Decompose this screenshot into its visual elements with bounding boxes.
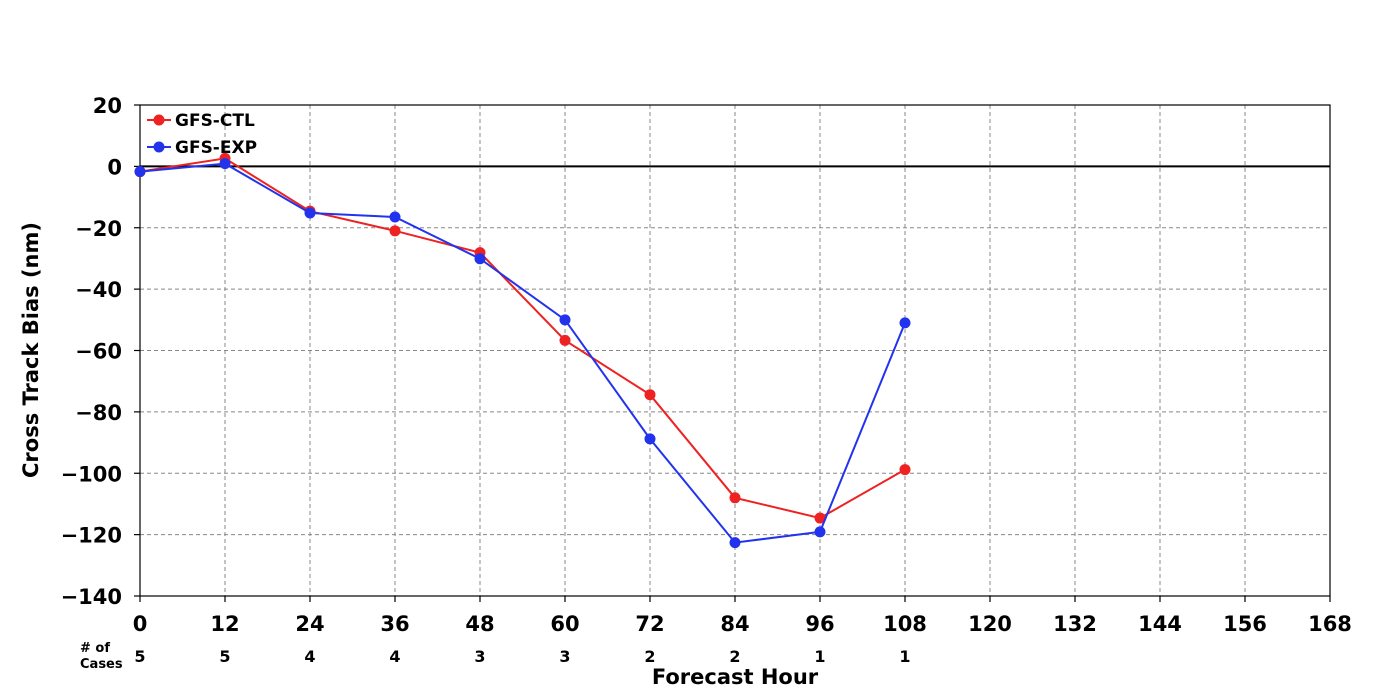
legend-swatch-marker-0	[153, 114, 165, 126]
case-count-3: 4	[389, 647, 400, 666]
data-point-1-6	[644, 433, 656, 445]
data-point-1-8	[814, 526, 826, 538]
y-tick-label-7: −120	[61, 524, 122, 548]
x-tick-label-8: 96	[805, 612, 834, 636]
grid-lines	[140, 105, 1330, 596]
data-point-0-9	[899, 464, 911, 476]
x-tick-label-11: 132	[1053, 612, 1097, 636]
y-tick-label-4: −60	[75, 340, 122, 364]
legend: GFS-CTL GFS-EXP	[147, 111, 257, 158]
case-count-8: 1	[814, 647, 825, 666]
data-point-1-5	[559, 314, 571, 326]
legend-item-1: GFS-EXP	[147, 138, 257, 158]
legend-swatch-marker-1	[153, 141, 165, 153]
x-tick-label-0: 0	[133, 612, 148, 636]
data-point-1-0	[134, 166, 146, 178]
y-tick-label-3: −40	[75, 278, 122, 302]
x-tick-label-12: 144	[1138, 612, 1182, 636]
series-lines	[134, 152, 911, 549]
case-count-5: 3	[559, 647, 570, 666]
x-axis-title: Forecast Hour	[652, 665, 819, 689]
case-count-4: 3	[474, 647, 485, 666]
x-tick-label-7: 84	[720, 612, 749, 636]
x-tick-label-1: 12	[210, 612, 239, 636]
series-gfs-ctl	[134, 152, 911, 524]
y-tick-label-0: 20	[93, 94, 122, 118]
case-count-0: 5	[134, 647, 145, 666]
x-axis-ticks: 0 12 24 36 48 60 72 84 96 108 120 132 144 156 168	[133, 596, 1352, 636]
data-point-0-5	[559, 334, 571, 346]
legend-label-0: GFS-CTL	[175, 111, 255, 131]
y-tick-label-6: −100	[61, 462, 122, 486]
series-gfs-exp	[134, 158, 911, 549]
x-tick-label-6: 72	[635, 612, 664, 636]
case-counts: # of Cases 5 5 4 4 3 3 2 2 1 1	[80, 641, 911, 672]
data-point-1-2	[304, 207, 316, 219]
case-count-1: 5	[219, 647, 230, 666]
x-tick-label-3: 36	[380, 612, 409, 636]
data-point-0-8	[814, 512, 826, 524]
x-tick-label-10: 120	[968, 612, 1012, 636]
cases-label-line1: # of	[80, 641, 110, 656]
case-count-9: 1	[899, 647, 910, 666]
legend-item-0: GFS-CTL	[147, 111, 255, 131]
series-line-0	[139, 157, 906, 520]
data-point-1-7	[729, 537, 741, 549]
case-count-6: 2	[644, 647, 655, 666]
series-line-1	[139, 162, 906, 544]
case-count-2: 4	[304, 647, 315, 666]
case-count-7: 2	[729, 647, 740, 666]
y-axis-ticks: 20 0 −20 −40 −60 −80 −100 −120 −140	[61, 94, 140, 609]
y-axis-title: Cross Track Bias (nm)	[19, 222, 43, 478]
y-tick-label-5: −80	[75, 401, 122, 425]
data-point-1-9	[899, 317, 911, 329]
x-tick-label-14: 168	[1308, 612, 1352, 636]
legend-label-1: GFS-EXP	[175, 138, 257, 158]
cases-label-line2: Cases	[80, 657, 123, 672]
x-tick-label-2: 24	[295, 612, 324, 636]
y-tick-label-2: −20	[75, 217, 122, 241]
data-point-0-7	[729, 492, 741, 504]
data-point-1-3	[389, 211, 401, 223]
data-point-1-1	[219, 158, 231, 170]
x-tick-label-4: 48	[465, 612, 494, 636]
x-tick-label-13: 156	[1223, 612, 1267, 636]
x-tick-label-9: 108	[883, 612, 927, 636]
y-tick-label-1: 0	[107, 155, 122, 179]
data-point-0-6	[644, 389, 656, 401]
data-point-0-3	[389, 225, 401, 237]
x-tick-label-5: 60	[550, 612, 579, 636]
y-tick-label-8: −140	[61, 585, 122, 609]
data-point-1-4	[474, 253, 486, 265]
